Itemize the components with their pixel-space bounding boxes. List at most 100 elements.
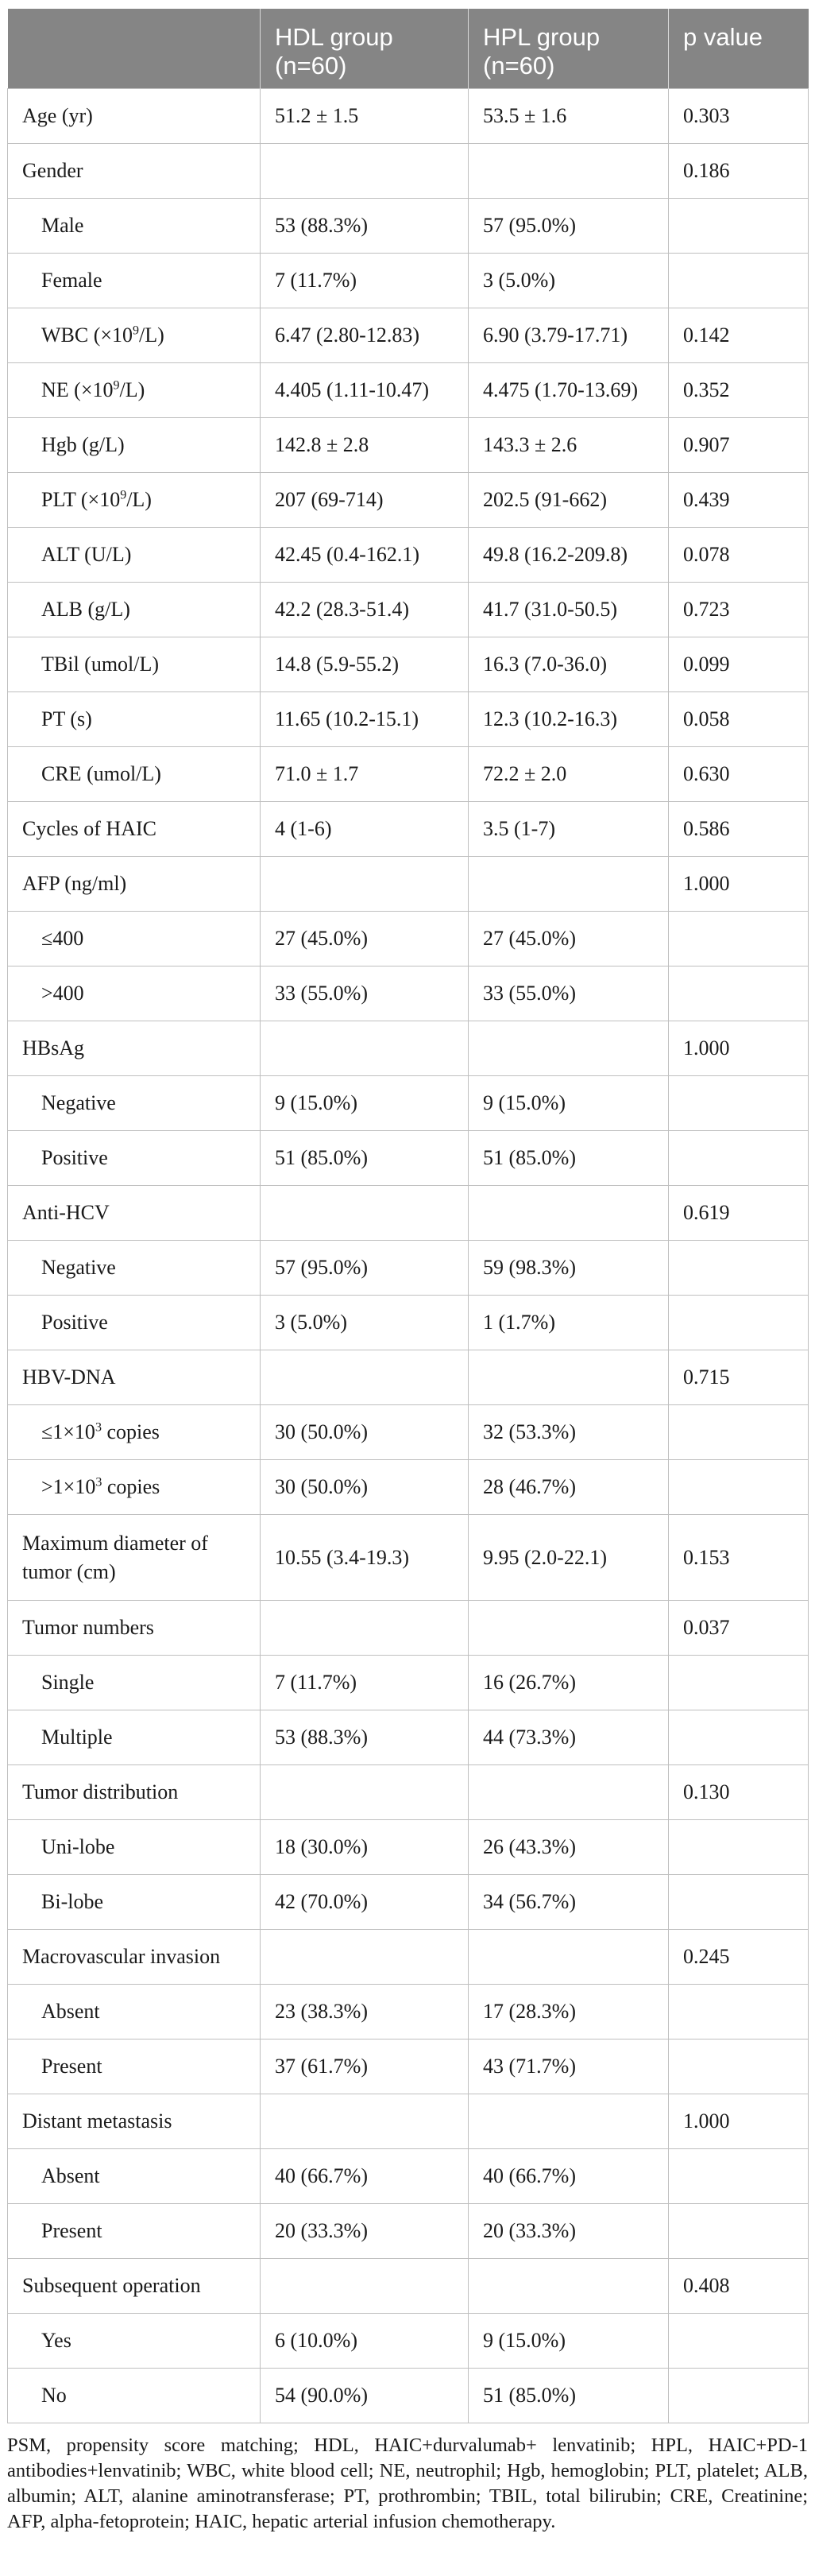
table-row: Absent 23 (38.3%) 17 (28.3%) [7, 1984, 809, 2039]
row-label: PLT (×109/L) [7, 472, 261, 528]
row-label-text: Anti-HCV [22, 1201, 110, 1224]
row-label: Bi-lobe [7, 1874, 261, 1930]
p-value-cell [668, 2039, 809, 2094]
hpl-value-cell: 40 (66.7%) [468, 2148, 669, 2204]
row-label-superscript: 3 [95, 1420, 102, 1435]
hdl-value-cell: 51 (85.0%) [260, 1130, 469, 1186]
row-label-text: Present [41, 2055, 102, 2078]
hpl-value-cell: 9 (15.0%) [468, 2313, 669, 2369]
hpl-value-cell: 28 (46.7%) [468, 1459, 669, 1515]
hpl-value-cell: 59 (98.3%) [468, 1240, 669, 1296]
p-value-cell: 1.000 [668, 856, 809, 912]
table-row: Female 7 (11.7%) 3 (5.0%) [7, 253, 809, 308]
table-row: CRE (umol/L) 71.0 ± 1.7 72.2 ± 2.0 0.630 [7, 746, 809, 802]
table-row: Cycles of HAIC 4 (1-6) 3.5 (1-7) 0.586 [7, 801, 809, 857]
p-value-cell: 0.408 [668, 2258, 809, 2314]
row-label: Present [7, 2039, 261, 2094]
row-label: WBC (×109/L) [7, 308, 261, 363]
row-label: PT (s) [7, 691, 261, 747]
p-value-cell [668, 198, 809, 254]
hdl-value-cell: 3 (5.0%) [260, 1295, 469, 1350]
row-label: Negative [7, 1240, 261, 1296]
table-row: ≤1×103 copies 30 (50.0%) 32 (53.3%) [7, 1404, 809, 1460]
hpl-value-cell: 3 (5.0%) [468, 253, 669, 308]
hpl-value-cell [468, 2258, 669, 2314]
row-label-text: WBC (×10 [41, 323, 133, 347]
hpl-value-cell: 41.7 (31.0-50.5) [468, 582, 669, 637]
table-row: WBC (×109/L) 6.47 (2.80-12.83) 6.90 (3.79-… [7, 308, 809, 363]
table-row: ALT (U/L) 42.45 (0.4-162.1) 49.8 (16.2-209… [7, 527, 809, 583]
hdl-value-cell: 14.8 (5.9-55.2) [260, 637, 469, 692]
table-row: Anti-HCV 0.619 [7, 1185, 809, 1241]
hdl-value-cell: 4 (1-6) [260, 801, 469, 857]
row-label-text: PT (s) [41, 707, 92, 730]
p-value-cell: 0.303 [668, 88, 809, 144]
row-label-text: ≤1×10 [41, 1420, 95, 1443]
hdl-value-cell: 6.47 (2.80-12.83) [260, 308, 469, 363]
row-label-text: >1×10 [41, 1475, 96, 1498]
table-row: Tumor distribution 0.130 [7, 1764, 809, 1820]
hdl-value-cell: 51.2 ± 1.5 [260, 88, 469, 144]
row-label-suffix: /L) [119, 378, 145, 401]
row-label-text: CRE (umol/L) [41, 762, 161, 785]
hdl-value-cell: 6 (10.0%) [260, 2313, 469, 2369]
hpl-value-cell: 57 (95.0%) [468, 198, 669, 254]
hdl-value-cell: 9 (15.0%) [260, 1075, 469, 1131]
row-label-text: Yes [41, 2329, 71, 2352]
hdl-value-cell [260, 1185, 469, 1241]
hdl-value-cell: 53 (88.3%) [260, 1710, 469, 1765]
hpl-value-cell: 53.5 ± 1.6 [468, 88, 669, 144]
row-label-text: PLT (×10 [41, 488, 121, 511]
row-label-text: Maximum diameter of tumor (cm) [22, 1531, 208, 1583]
table-footnote: PSM, propensity score matching; HDL, HAI… [7, 2435, 808, 2532]
row-label: ≤400 [7, 911, 261, 966]
hdl-value-cell: 11.65 (10.2-15.1) [260, 691, 469, 747]
p-value-cell [668, 1655, 809, 1710]
hpl-value-cell [468, 1764, 669, 1820]
table-row: No 54 (90.0%) 51 (85.0%) [7, 2368, 809, 2423]
p-value-cell: 0.630 [668, 746, 809, 802]
baseline-characteristics-table: HDL group (n=60) HPL group (n=60) p valu… [7, 9, 809, 2423]
table-row: Male 53 (88.3%) 57 (95.0%) [7, 198, 809, 254]
table-row: Bi-lobe 42 (70.0%) 34 (56.7%) [7, 1874, 809, 1930]
row-label: Positive [7, 1130, 261, 1186]
hpl-value-cell: 16 (26.7%) [468, 1655, 669, 1710]
row-label-text: Tumor distribution [22, 1780, 179, 1803]
row-label-text: TBil (umol/L) [41, 653, 160, 676]
row-label: CRE (umol/L) [7, 746, 261, 802]
hpl-value-cell: 16.3 (7.0-36.0) [468, 637, 669, 692]
table-row: Present 20 (33.3%) 20 (33.3%) [7, 2203, 809, 2259]
p-value-cell [668, 1874, 809, 1930]
p-value-cell [668, 2313, 809, 2369]
table-row: ALB (g/L) 42.2 (28.3-51.4) 41.7 (31.0-50.5… [7, 582, 809, 637]
row-label-text: Bi-lobe [41, 1890, 103, 1913]
hpl-value-cell: 9 (15.0%) [468, 1075, 669, 1131]
row-label: Macrovascular invasion [7, 1929, 261, 1985]
p-value-cell: 0.058 [668, 691, 809, 747]
p-value-cell: 0.099 [668, 637, 809, 692]
row-label: No [7, 2368, 261, 2423]
hdl-value-cell: 57 (95.0%) [260, 1240, 469, 1296]
table-row: Single 7 (11.7%) 16 (26.7%) [7, 1655, 809, 1710]
hpl-value-cell [468, 143, 669, 199]
hdl-value-cell: 42.45 (0.4-162.1) [260, 527, 469, 583]
row-label-text: NE (×10 [41, 378, 114, 401]
hdl-value-cell [260, 1021, 469, 1076]
row-label-suffix: /L) [139, 323, 164, 347]
p-value-cell: 0.352 [668, 362, 809, 418]
row-label-text: Negative [41, 1091, 116, 1114]
p-value-cell: 0.723 [668, 582, 809, 637]
row-label-text: Subsequent operation [22, 2274, 201, 2297]
p-value-cell [668, 2148, 809, 2204]
row-label-text: Positive [41, 1146, 108, 1169]
header-hpl-group: HPL group (n=60) [468, 9, 669, 89]
header-hdl-group: HDL group (n=60) [260, 9, 469, 89]
table-row: Macrovascular invasion 0.245 [7, 1929, 809, 1985]
table-row: PLT (×109/L) 207 (69-714) 202.5 (91-662) 0.… [7, 472, 809, 528]
p-value-cell [668, 1075, 809, 1131]
row-label: Gender [7, 143, 261, 199]
table-row: Negative 9 (15.0%) 9 (15.0%) [7, 1075, 809, 1131]
hdl-value-cell: 10.55 (3.4-19.3) [260, 1514, 469, 1601]
hdl-value-cell [260, 143, 469, 199]
p-value-cell [668, 253, 809, 308]
